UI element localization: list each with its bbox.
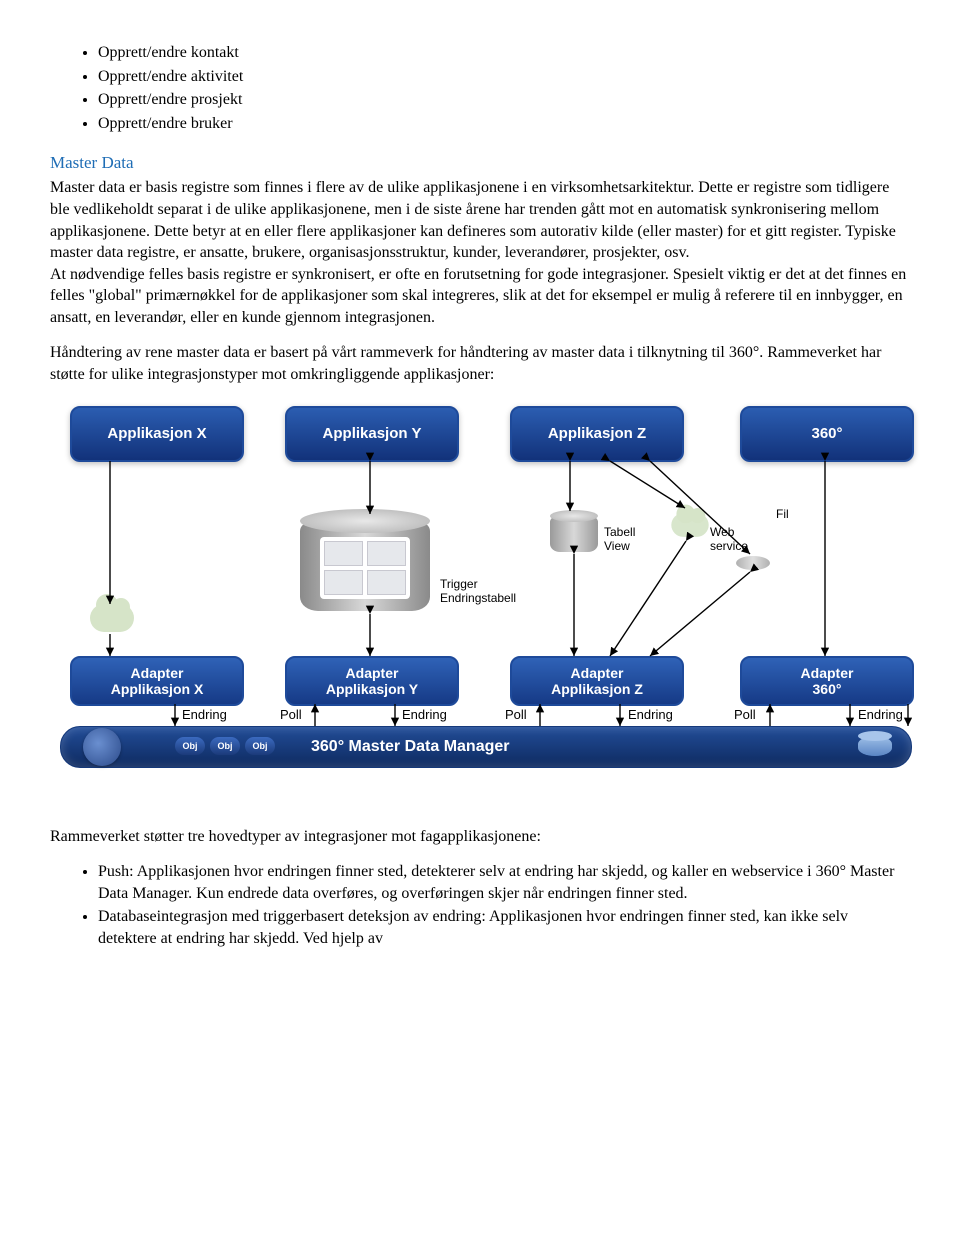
- adapter-box: AdapterApplikasjon Y: [285, 656, 459, 706]
- app-box: Applikasjon Z: [510, 406, 684, 462]
- top-bullet-list: Opprett/endre kontakt Opprett/endre akti…: [50, 42, 910, 134]
- gear-icon: [83, 728, 121, 766]
- obj-pill: Obj: [245, 737, 275, 755]
- obj-pill: Obj: [175, 737, 205, 755]
- diagram-label: Endring: [402, 706, 447, 724]
- diagram-label: Endringstabell: [440, 590, 516, 606]
- app-box: 360°: [740, 406, 914, 462]
- diagram-label: Endring: [628, 706, 673, 724]
- adapter-box: Adapter360°: [740, 656, 914, 706]
- body-paragraph: Håndtering av rene master data er basert…: [50, 342, 910, 385]
- body-paragraph: Master data er basis registre som finnes…: [50, 177, 910, 328]
- database-small-icon: [550, 516, 598, 552]
- diagram-label: View: [604, 538, 630, 554]
- app-box: Applikasjon X: [70, 406, 244, 462]
- section-title: Master Data: [50, 152, 910, 175]
- list-item: Opprett/endre aktivitet: [98, 66, 910, 88]
- bottom-bullet-list: Push: Applikasjonen hvor endringen finne…: [50, 861, 910, 949]
- list-item: Push: Applikasjonen hvor endringen finne…: [98, 861, 910, 904]
- disk-small-icon: [858, 736, 892, 756]
- adapter-box: AdapterApplikasjon X: [70, 656, 244, 706]
- app-box: Applikasjon Y: [285, 406, 459, 462]
- body-paragraph: Rammeverket støtter tre hovedtyper av in…: [50, 826, 910, 848]
- obj-pill: Obj: [210, 737, 240, 755]
- diagram-label: Fil: [776, 506, 789, 522]
- diagram-label: Poll: [734, 706, 756, 724]
- adapter-box: AdapterApplikasjon Z: [510, 656, 684, 706]
- bus-label: 360° Master Data Manager: [311, 736, 509, 758]
- architecture-diagram: Applikasjon X Applikasjon Y Applikasjon …: [50, 406, 920, 796]
- diagram-label: Poll: [505, 706, 527, 724]
- disk-icon: [736, 556, 770, 570]
- list-item: Databaseintegrasjon med triggerbasert de…: [98, 906, 910, 949]
- cloud-icon: [90, 604, 134, 632]
- diagram-label: Endring: [182, 706, 227, 724]
- cloud-icon: [671, 513, 708, 537]
- database-icon: [300, 521, 430, 611]
- diagram-label: Endring: [858, 706, 903, 724]
- list-item: Opprett/endre bruker: [98, 113, 910, 135]
- list-item: Opprett/endre kontakt: [98, 42, 910, 64]
- list-item: Opprett/endre prosjekt: [98, 89, 910, 111]
- diagram-label: Poll: [280, 706, 302, 724]
- diagram-label: service: [710, 538, 748, 554]
